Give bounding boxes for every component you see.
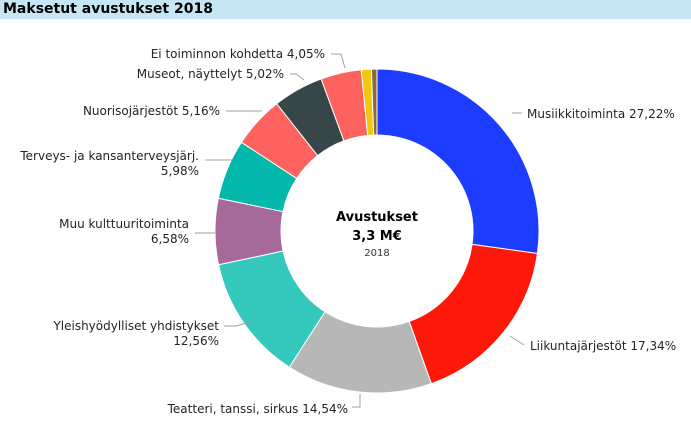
leader-line-8 (290, 73, 305, 81)
leader-line-3 (352, 394, 361, 408)
slice-labels: Musiikkitoiminta 27,22% Liikuntajärjestöt… (19, 47, 676, 416)
slice-label-5-value: 6,58% (151, 232, 189, 246)
slice-label-3: Teatteri, tanssi, sirkus 14,54% (167, 402, 348, 416)
slice-label-8: Museot, näyttelyt 5,02% (137, 67, 284, 81)
slice-label-4-value: 12,56% (173, 334, 219, 348)
chart-title: Maksetut avustukset 2018 (3, 1, 213, 17)
leader-line-4 (224, 321, 251, 327)
slice-label-2: Liikuntajärjestöt 17,34% (530, 339, 676, 353)
slice-label-6-value: 5,98% (161, 164, 199, 178)
slice-label-5-name: Muu kulttuuritoiminta (59, 217, 189, 231)
center-value: 3,3 M€ (352, 229, 402, 244)
slice-label-6-name: Terveys- ja kansanterveysjärj. (19, 149, 199, 163)
leader-lines (195, 53, 525, 408)
chart-header: Maksetut avustukset 2018 (0, 0, 691, 19)
donut-slices (214, 68, 540, 394)
center-year: 2018 (364, 248, 389, 259)
slice-label-1: Musiikkitoiminta 27,22% (527, 107, 675, 121)
slice-label-7: Nuorisojärjestöt 5,16% (83, 104, 220, 118)
donut-slice-11[interactable] (370, 68, 378, 136)
slice-label-9: Ei toiminnon kohdetta 4,05% (151, 47, 325, 61)
center-title: Avustukset (336, 210, 418, 225)
donut-slice-2[interactable] (408, 243, 538, 385)
leader-line-9 (331, 53, 346, 69)
slice-label-4-name: Yleishyödylliset yhdistykset (52, 319, 219, 333)
donut-slice-1[interactable] (376, 68, 540, 255)
leader-line-2 (509, 335, 525, 346)
